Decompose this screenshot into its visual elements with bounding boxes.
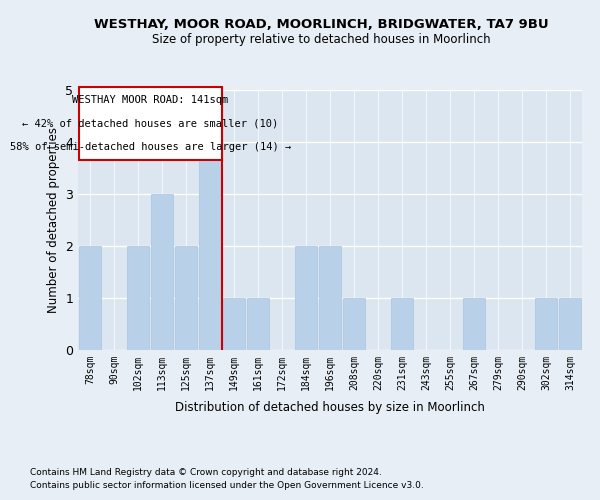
Text: WESTHAY, MOOR ROAD, MOORLINCH, BRIDGWATER, TA7 9BU: WESTHAY, MOOR ROAD, MOORLINCH, BRIDGWATE… (94, 18, 548, 30)
Bar (175, 246, 197, 350)
Text: Distribution of detached houses by size in Moorlinch: Distribution of detached houses by size … (175, 401, 485, 414)
Bar (343, 298, 365, 350)
Y-axis label: Number of detached properties: Number of detached properties (47, 127, 59, 313)
Bar (391, 298, 413, 350)
Bar (199, 142, 221, 350)
Bar (559, 298, 581, 350)
Text: WESTHAY MOOR ROAD: 141sqm: WESTHAY MOOR ROAD: 141sqm (72, 96, 229, 106)
Text: Size of property relative to detached houses in Moorlinch: Size of property relative to detached ho… (152, 32, 490, 46)
Bar (247, 298, 269, 350)
Bar (295, 246, 317, 350)
Text: Contains HM Land Registry data © Crown copyright and database right 2024.: Contains HM Land Registry data © Crown c… (30, 468, 382, 477)
Bar (127, 246, 149, 350)
Bar (535, 298, 557, 350)
Bar (223, 298, 245, 350)
Text: 58% of semi-detached houses are larger (14) →: 58% of semi-detached houses are larger (… (10, 142, 291, 152)
FancyBboxPatch shape (79, 88, 221, 160)
Text: ← 42% of detached houses are smaller (10): ← 42% of detached houses are smaller (10… (22, 119, 278, 129)
Bar (79, 246, 101, 350)
Bar (463, 298, 485, 350)
Bar (319, 246, 341, 350)
Text: Contains public sector information licensed under the Open Government Licence v3: Contains public sector information licen… (30, 482, 424, 490)
Bar (151, 194, 173, 350)
